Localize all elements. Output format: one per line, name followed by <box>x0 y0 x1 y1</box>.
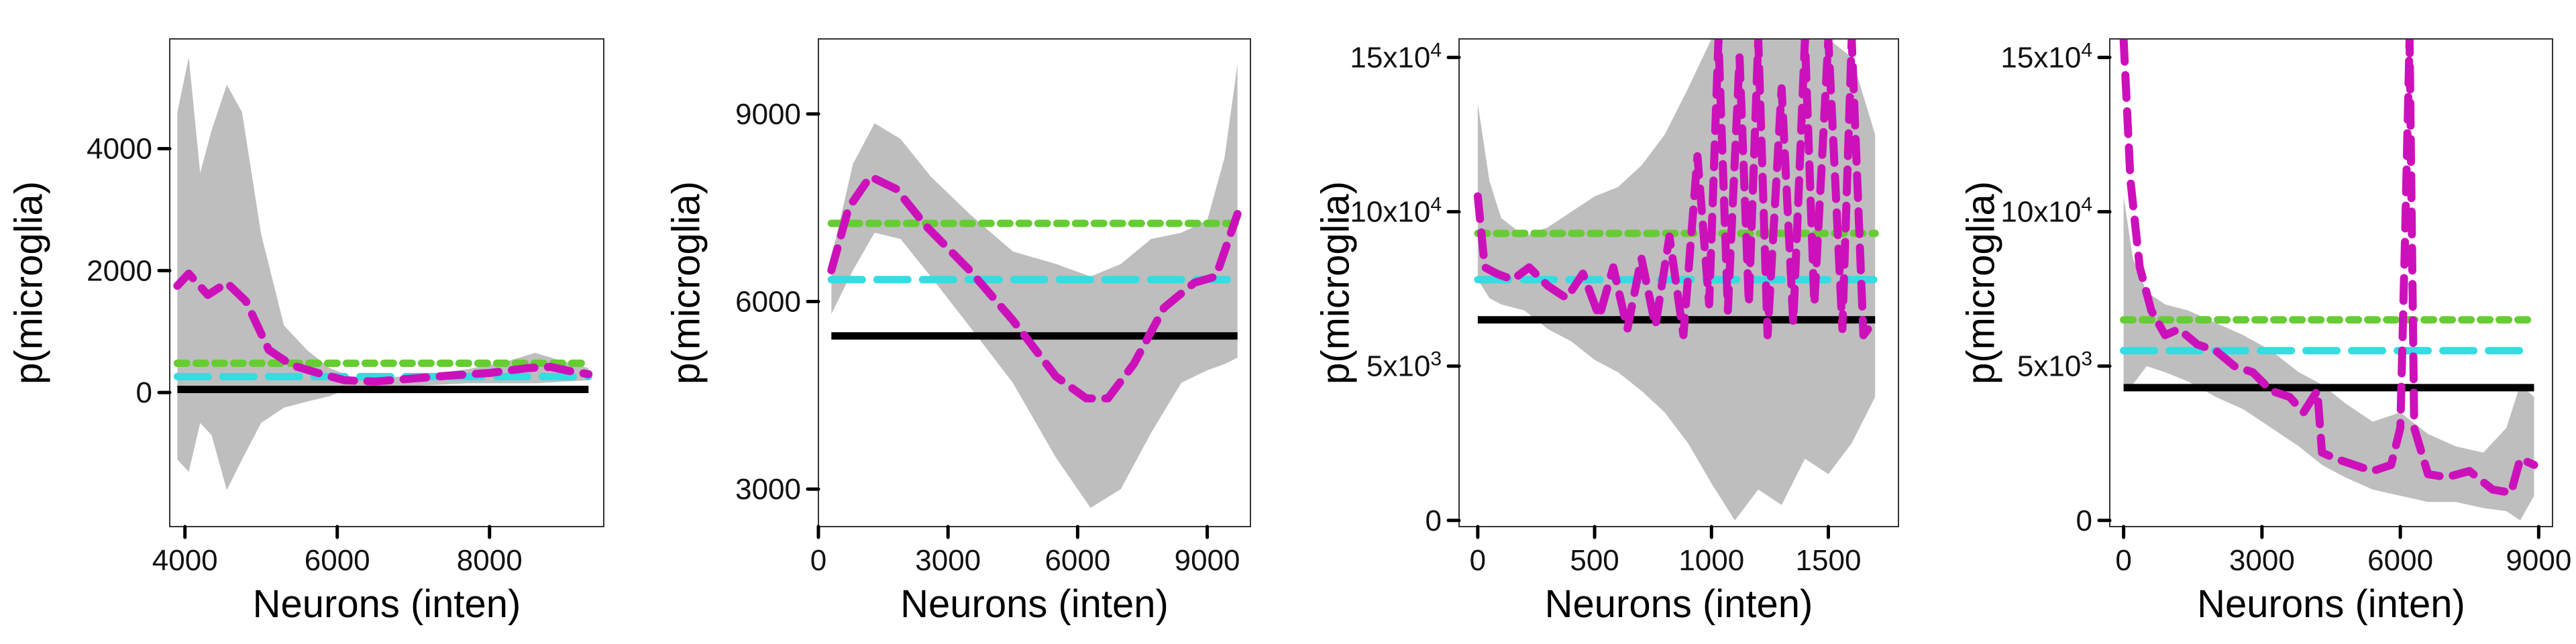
y-tick-label: 2000 <box>87 254 152 287</box>
x-tick-label: 6000 <box>2367 544 2433 577</box>
y-tick-label: 6000 <box>735 285 801 318</box>
y-tick-label: 5x103 <box>2017 348 2092 383</box>
plot-area <box>2119 39 2538 521</box>
plot-area <box>1473 39 1880 521</box>
confidence-band <box>2123 196 2534 521</box>
y-axis-title: p(microglia) <box>7 181 50 384</box>
panel-border <box>2109 38 2553 527</box>
y-tick-label: 15x104 <box>1350 40 1442 74</box>
x-tick-label: 0 <box>1470 544 1486 577</box>
y-tick-label: 3000 <box>735 473 801 506</box>
y-tick-label: 0 <box>1426 504 1442 537</box>
x-axis-title: Neurons (inten) <box>1545 582 1813 626</box>
y-tick-label: 4000 <box>87 133 152 166</box>
series-line-magenta-dashed <box>1473 39 1880 339</box>
chart-panel-3: 0 500 1000 1500 0 5x103 10x104 15x104 Neurons (i… <box>1313 38 1899 626</box>
x-tick-label: 9000 <box>2506 544 2571 577</box>
x-tick-label: 9000 <box>1175 544 1240 577</box>
x-tick-label: 6000 <box>305 544 370 577</box>
y-axis-title: p(microglia) <box>1313 181 1357 384</box>
x-axis-title: Neurons (inten) <box>2197 582 2465 626</box>
panel-border <box>1458 38 1899 527</box>
x-tick-label: 0 <box>2115 544 2131 577</box>
x-axis-title: Neurons (inten) <box>900 582 1169 626</box>
y-tick-label: 15x104 <box>2000 40 2092 74</box>
series-line-magenta-dashed <box>2119 39 2538 497</box>
x-tick-label: 0 <box>810 544 826 577</box>
y-tick-label: 10x104 <box>2000 194 2092 229</box>
panel-border <box>169 38 604 527</box>
x-tick-label: 8000 <box>457 544 523 577</box>
y-axis-title: p(microglia) <box>1959 181 2002 384</box>
y-axis-title: p(microglia) <box>664 181 708 384</box>
confidence-band <box>177 57 589 490</box>
x-tick-label: 6000 <box>1044 544 1110 577</box>
y-tick-label: 0 <box>136 376 152 409</box>
x-tick-label: 500 <box>1570 544 1619 577</box>
x-axis-title: Neurons (inten) <box>253 582 521 626</box>
x-tick-label: 4000 <box>152 544 218 577</box>
series-line-magenta-dashed <box>173 269 593 386</box>
y-tick-label: 10x104 <box>1350 194 1442 229</box>
y-tick-label: 0 <box>2076 504 2092 537</box>
y-tick-label: 5x103 <box>1366 348 1442 383</box>
panel-border <box>818 38 1251 527</box>
chart-panel-1: 4000 6000 8000 0 2000 4000 Neurons (inten) p(mi… <box>7 38 604 626</box>
y-tick-label: 9000 <box>735 98 801 131</box>
confidence-band <box>831 64 1238 508</box>
chart-panel-4: 0 3000 6000 9000 0 5x103 10x104 15x104 Neurons (… <box>1959 38 2571 626</box>
plot-area <box>827 64 1242 508</box>
x-tick-label: 1500 <box>1796 544 1862 577</box>
series-line-magenta-dashed <box>827 172 1242 402</box>
plot-area <box>173 57 593 490</box>
x-tick-label: 3000 <box>915 544 981 577</box>
x-tick-label: 1000 <box>1678 544 1744 577</box>
x-tick-label: 3000 <box>2229 544 2295 577</box>
